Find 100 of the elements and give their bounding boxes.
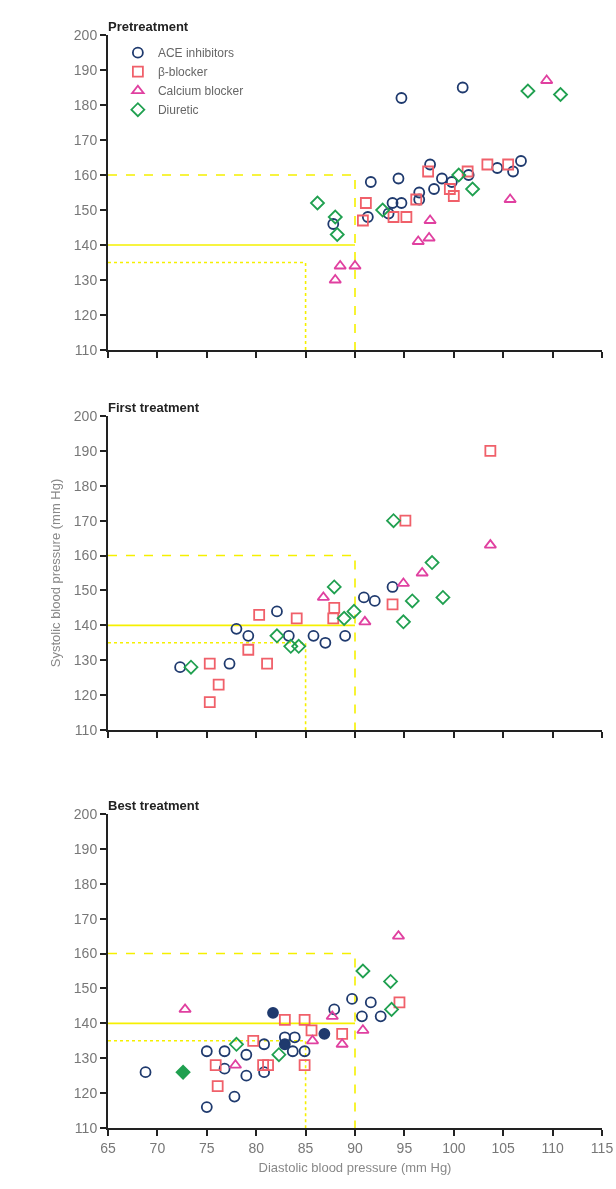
point — [175, 1064, 191, 1080]
point — [507, 165, 519, 178]
y-tick-label: 180 — [73, 477, 98, 494]
point — [413, 186, 426, 199]
point — [258, 1038, 270, 1051]
point — [242, 629, 255, 642]
point — [305, 1024, 318, 1037]
point — [456, 81, 469, 94]
y-tick-label: 150 — [73, 201, 98, 218]
point — [305, 1034, 320, 1045]
point — [443, 183, 456, 195]
point — [139, 1066, 152, 1079]
point — [209, 1059, 222, 1072]
point — [278, 1038, 291, 1051]
point — [298, 1013, 311, 1026]
point — [223, 657, 236, 670]
point — [502, 158, 515, 171]
x-tick-label: 70 — [149, 1139, 166, 1156]
y-tick-label: 180 — [73, 96, 98, 113]
point — [361, 211, 374, 223]
point — [327, 209, 343, 225]
point — [428, 183, 440, 195]
point — [436, 172, 448, 185]
point — [218, 1045, 231, 1058]
point — [424, 158, 436, 171]
point — [258, 1066, 270, 1079]
point — [336, 1027, 349, 1040]
point — [359, 197, 372, 209]
point — [422, 232, 436, 242]
point — [447, 190, 460, 202]
y-tick-label: 180 — [73, 875, 98, 892]
point — [333, 260, 347, 270]
y-tick-label: 190 — [73, 61, 98, 78]
x-tick-label: 85 — [297, 1139, 314, 1156]
point — [326, 579, 342, 595]
point — [228, 1090, 241, 1103]
point — [253, 608, 266, 621]
point — [396, 614, 411, 630]
point — [404, 593, 420, 609]
point — [200, 1101, 213, 1113]
y-tick-label: 160 — [73, 166, 98, 183]
y-tick-label: 130 — [73, 1050, 98, 1067]
point — [415, 567, 429, 577]
point — [310, 195, 325, 211]
x-axis-title: Diastolic blood pressure (mm Hg) — [258, 1159, 452, 1175]
point — [392, 172, 405, 185]
point — [278, 1013, 291, 1026]
point — [346, 993, 358, 1005]
chart-title: Pretreatment — [108, 19, 189, 34]
point — [174, 661, 187, 674]
point — [335, 1038, 349, 1048]
y-tick-label: 150 — [73, 980, 98, 997]
x-tick-label: 110 — [541, 1139, 564, 1156]
point — [200, 1045, 213, 1058]
point — [355, 963, 371, 979]
point — [325, 1010, 339, 1020]
point — [540, 74, 554, 84]
point — [178, 1003, 192, 1013]
point — [364, 176, 377, 188]
point — [484, 444, 497, 457]
y-axis-title: Systolic blood pressure (mm Hg) — [48, 478, 64, 668]
point — [307, 629, 320, 642]
x-tick-label: 75 — [199, 1139, 215, 1156]
y-tick-label: 170 — [73, 131, 98, 148]
point — [211, 1080, 224, 1093]
y-tick-label: 110 — [74, 721, 98, 738]
y-tick-label: 120 — [73, 1085, 98, 1102]
x-tick-label: 105 — [491, 1139, 516, 1156]
y-tick-label: 140 — [73, 236, 98, 253]
legend-label: ACE inhibitors — [157, 46, 234, 61]
point — [387, 211, 400, 223]
point — [298, 1045, 311, 1058]
point — [400, 211, 413, 223]
point — [386, 197, 399, 209]
point — [288, 1031, 301, 1044]
point — [271, 605, 283, 618]
point — [327, 218, 340, 230]
point — [203, 696, 216, 708]
point — [503, 193, 517, 203]
y-tick-label: 110 — [74, 341, 98, 358]
point — [424, 555, 440, 570]
y-tick-label: 200 — [73, 26, 98, 43]
point — [481, 158, 494, 171]
point — [328, 601, 341, 614]
point — [374, 1010, 387, 1023]
y-tick-label: 110 — [74, 1119, 98, 1136]
point — [319, 636, 332, 649]
point — [382, 207, 395, 220]
point — [240, 1048, 253, 1061]
point — [364, 996, 377, 1009]
point — [267, 1006, 279, 1019]
x-tick-label: 100 — [442, 1139, 466, 1156]
point — [411, 235, 425, 245]
chart-title: First treatment — [108, 400, 200, 415]
point — [242, 643, 255, 656]
point — [491, 162, 504, 174]
point — [384, 1001, 399, 1017]
legend-label: Calcium blocker — [157, 84, 244, 99]
point — [203, 657, 216, 670]
point — [261, 657, 273, 670]
